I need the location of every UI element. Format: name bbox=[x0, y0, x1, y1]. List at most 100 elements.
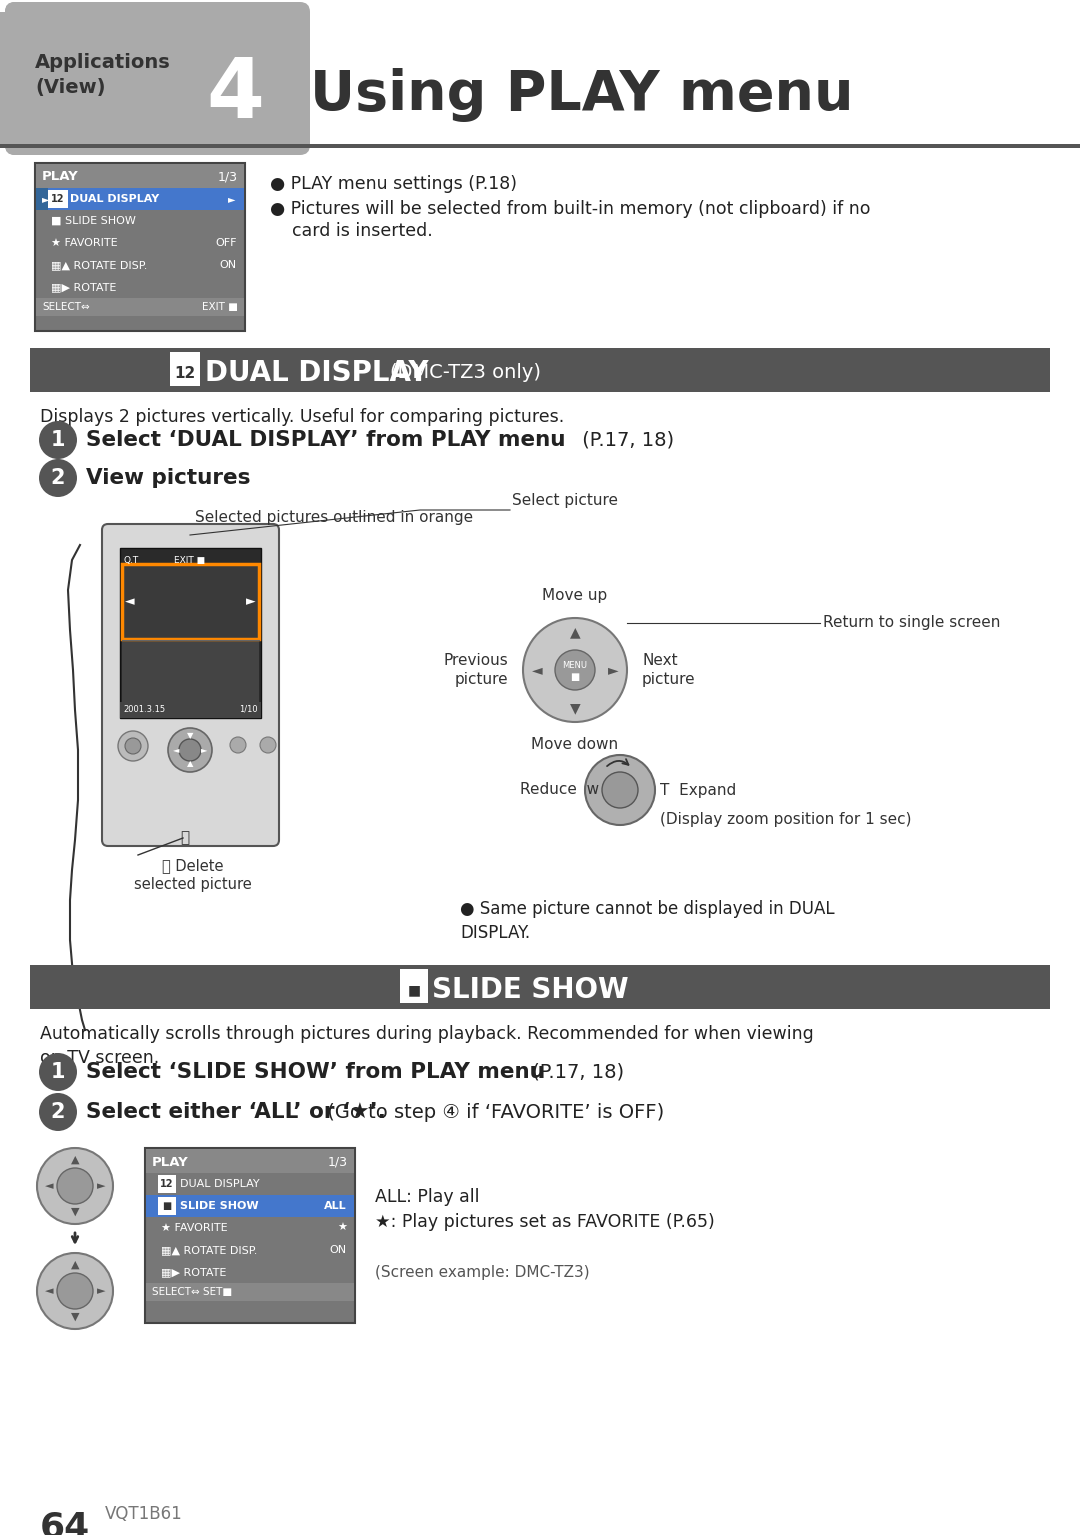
Text: Move down: Move down bbox=[531, 737, 619, 752]
Bar bbox=[0, 0, 1080, 11]
Text: (P.17, 18): (P.17, 18) bbox=[526, 1062, 624, 1082]
Text: ALL: Play all: ALL: Play all bbox=[375, 1188, 480, 1207]
Text: ▼: ▼ bbox=[71, 1312, 79, 1322]
Text: DUAL DISPLAY: DUAL DISPLAY bbox=[180, 1179, 259, 1190]
Text: ◄: ◄ bbox=[125, 596, 135, 608]
Text: ▦▲ ROTATE DISP.: ▦▲ ROTATE DISP. bbox=[51, 259, 147, 270]
Text: Automatically scrolls through pictures during playback. Recommended for when vie: Automatically scrolls through pictures d… bbox=[40, 1025, 813, 1067]
Text: ▲: ▲ bbox=[71, 1260, 79, 1269]
Text: 1: 1 bbox=[51, 1062, 65, 1082]
Text: Move up: Move up bbox=[542, 588, 608, 603]
Text: SLIDE SHOW: SLIDE SHOW bbox=[180, 1200, 258, 1211]
Circle shape bbox=[125, 738, 141, 754]
Text: ▼: ▼ bbox=[71, 1207, 79, 1217]
Bar bbox=[120, 701, 261, 718]
Bar bbox=[170, 352, 200, 385]
Text: 64: 64 bbox=[40, 1510, 91, 1535]
Bar bbox=[158, 1197, 176, 1216]
Text: ►: ► bbox=[228, 193, 235, 204]
Text: ◄: ◄ bbox=[531, 663, 542, 677]
Circle shape bbox=[585, 755, 654, 824]
Text: ►: ► bbox=[97, 1286, 105, 1296]
Bar bbox=[0, 12, 300, 144]
Text: ● Pictures will be selected from built-in memory (not clipboard) if no: ● Pictures will be selected from built-i… bbox=[270, 200, 870, 218]
Circle shape bbox=[39, 1093, 77, 1131]
Text: 2: 2 bbox=[51, 468, 65, 488]
Text: Using PLAY menu: Using PLAY menu bbox=[310, 68, 853, 121]
Text: EXIT ■: EXIT ■ bbox=[175, 556, 205, 565]
Text: ALL: ALL bbox=[324, 1200, 347, 1211]
Text: ● Same picture cannot be displayed in DUAL
DISPLAY.: ● Same picture cannot be displayed in DU… bbox=[460, 900, 835, 941]
Text: View pictures: View pictures bbox=[86, 468, 251, 488]
Text: SELECT⇔: SELECT⇔ bbox=[42, 302, 90, 312]
Text: ▦▶ ROTATE: ▦▶ ROTATE bbox=[161, 1266, 227, 1277]
Text: Applications
(View): Applications (View) bbox=[35, 54, 171, 97]
Text: ★: ★ bbox=[337, 1223, 347, 1233]
Bar bbox=[158, 1174, 176, 1193]
Text: ⓐ Delete
selected picture: ⓐ Delete selected picture bbox=[134, 858, 252, 892]
Bar bbox=[48, 190, 68, 209]
Text: 1/3: 1/3 bbox=[218, 170, 238, 184]
Text: Return to single screen: Return to single screen bbox=[823, 616, 1000, 631]
Text: (Screen example: DMC-TZ3): (Screen example: DMC-TZ3) bbox=[35, 348, 240, 364]
Text: (P.17, 18): (P.17, 18) bbox=[576, 430, 674, 450]
Text: MENU: MENU bbox=[563, 662, 588, 671]
Bar bbox=[145, 1148, 355, 1323]
Bar bbox=[30, 966, 1050, 1008]
Text: ■: ■ bbox=[162, 1200, 172, 1211]
Circle shape bbox=[230, 737, 246, 754]
Bar bbox=[30, 348, 1050, 391]
Circle shape bbox=[39, 421, 77, 459]
Text: Reduce  w: Reduce w bbox=[519, 783, 599, 798]
Text: card is inserted.: card is inserted. bbox=[270, 223, 433, 239]
Bar bbox=[36, 298, 244, 316]
Text: (Screen example: DMC-TZ3): (Screen example: DMC-TZ3) bbox=[375, 1265, 590, 1280]
Text: (Go to step ④ if ‘FAVORITE’ is OFF): (Go to step ④ if ‘FAVORITE’ is OFF) bbox=[321, 1102, 664, 1122]
Text: ▲: ▲ bbox=[71, 1154, 79, 1165]
Text: PLAY: PLAY bbox=[42, 170, 79, 184]
Bar bbox=[122, 642, 259, 715]
Text: ▦▲ ROTATE DISP.: ▦▲ ROTATE DISP. bbox=[161, 1245, 257, 1256]
Text: ▼: ▼ bbox=[187, 732, 193, 740]
Text: 2: 2 bbox=[51, 1102, 65, 1122]
Text: ■: ■ bbox=[570, 672, 580, 682]
Bar bbox=[122, 563, 259, 639]
Bar bbox=[146, 1283, 354, 1302]
Text: ● PLAY menu settings (P.18): ● PLAY menu settings (P.18) bbox=[270, 175, 517, 193]
Text: 1: 1 bbox=[51, 430, 65, 450]
Text: ▼: ▼ bbox=[569, 701, 580, 715]
Text: ►: ► bbox=[201, 746, 207, 755]
Text: Q.T: Q.T bbox=[123, 556, 138, 565]
Text: EXIT ■: EXIT ■ bbox=[202, 302, 238, 312]
Circle shape bbox=[39, 459, 77, 497]
Text: ►: ► bbox=[97, 1180, 105, 1191]
Text: Select picture: Select picture bbox=[512, 493, 618, 508]
Text: DUAL DISPLAY: DUAL DISPLAY bbox=[205, 359, 429, 387]
Circle shape bbox=[118, 731, 148, 761]
Circle shape bbox=[57, 1168, 93, 1203]
Text: ON: ON bbox=[220, 259, 237, 270]
Text: 12: 12 bbox=[160, 1179, 174, 1190]
Text: ◄: ◄ bbox=[44, 1286, 53, 1296]
Text: PLAY: PLAY bbox=[152, 1156, 189, 1168]
Text: Next
picture: Next picture bbox=[642, 654, 696, 686]
Text: Select ‘SLIDE SHOW’ from PLAY menu: Select ‘SLIDE SHOW’ from PLAY menu bbox=[86, 1062, 545, 1082]
Text: ▲: ▲ bbox=[569, 625, 580, 639]
Text: ⓐ: ⓐ bbox=[180, 830, 190, 844]
Text: ◄: ◄ bbox=[44, 1180, 53, 1191]
Text: 4: 4 bbox=[206, 55, 264, 135]
Text: ►: ► bbox=[246, 596, 256, 608]
Bar bbox=[200, 12, 300, 144]
Text: ★ FAVORITE: ★ FAVORITE bbox=[51, 238, 118, 249]
Text: ◄: ◄ bbox=[173, 746, 179, 755]
Text: ★ FAVORITE: ★ FAVORITE bbox=[161, 1223, 228, 1233]
Text: ■ SLIDE SHOW: ■ SLIDE SHOW bbox=[51, 216, 136, 226]
Text: ►: ► bbox=[42, 193, 50, 204]
FancyBboxPatch shape bbox=[5, 2, 310, 155]
Text: DUAL DISPLAY: DUAL DISPLAY bbox=[70, 193, 159, 204]
Text: ON: ON bbox=[329, 1245, 347, 1256]
Text: 12: 12 bbox=[51, 193, 65, 204]
Text: ★: Play pictures set as FAVORITE (P.65): ★: Play pictures set as FAVORITE (P.65) bbox=[375, 1213, 715, 1231]
Circle shape bbox=[39, 1053, 77, 1091]
Text: ▦▶ ROTATE: ▦▶ ROTATE bbox=[51, 282, 117, 292]
